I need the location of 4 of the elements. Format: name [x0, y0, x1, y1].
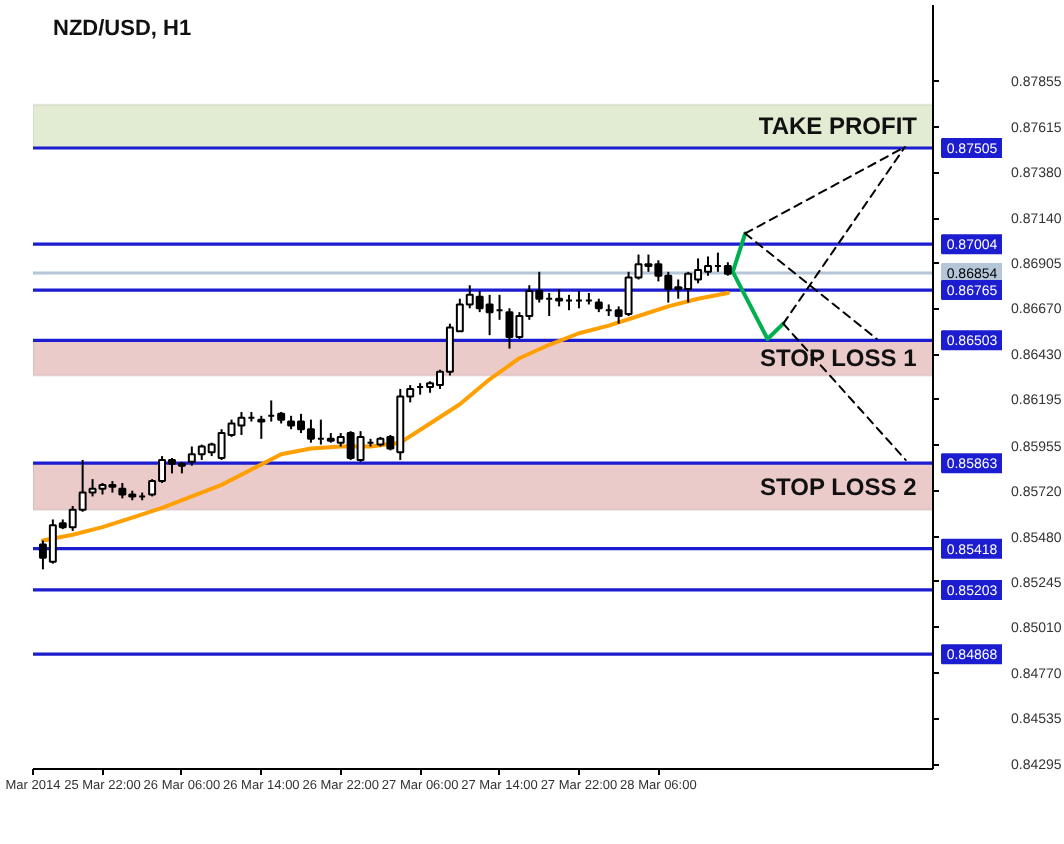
text: NZD/USD, H1	[53, 17, 192, 41]
band-label: STOP LOSS 2	[760, 472, 918, 501]
band-label: TAKE PROFIT	[758, 112, 919, 141]
band-label: STOP LOSS 1	[760, 343, 918, 372]
